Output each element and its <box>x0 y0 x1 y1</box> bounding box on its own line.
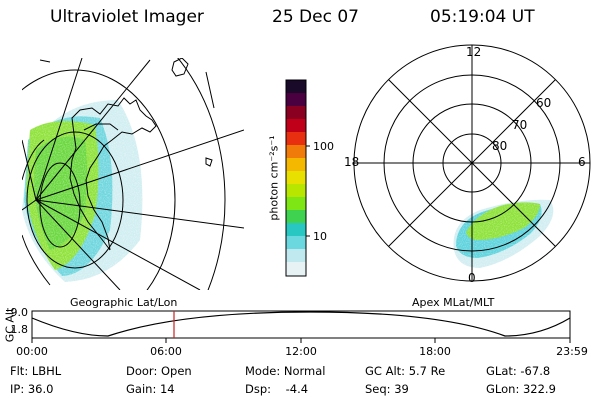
colorbar-band-2 <box>286 106 306 119</box>
polar-map-panel <box>353 44 591 282</box>
colorbar-band-8 <box>286 184 306 197</box>
mlat-label-70: 70 <box>512 118 528 132</box>
info-filter: Flt: LBHL <box>10 364 62 378</box>
info-gc-alt: GC Alt: 5.7 Re <box>365 364 446 378</box>
aurora-polar-emission <box>440 195 570 275</box>
colorbar-tick-100: 100 <box>313 140 334 153</box>
polar-grid <box>353 44 591 282</box>
colorbar <box>285 79 310 277</box>
x-tick-1200: 12:00 <box>285 345 317 358</box>
info-glon: GLon: 322.9 <box>486 382 556 396</box>
colorbar-band-9 <box>286 197 306 210</box>
gc-alt-ytick-low: 1.8 <box>10 323 29 336</box>
time-label: 05:19:04 UT <box>430 7 535 27</box>
x-tick-2359: 23:59 <box>556 345 588 358</box>
colorbar-band-14 <box>286 262 306 276</box>
colorbar-tick-10: 10 <box>313 230 327 243</box>
mlt-label-6: 6 <box>578 155 586 169</box>
x-tick-1800: 18:00 <box>419 345 451 358</box>
colorbar-band-6 <box>286 158 306 171</box>
geographic-map-panel <box>22 58 244 290</box>
app-title: Ultraviolet Imager <box>50 7 204 27</box>
gc-alt-curve <box>31 311 571 337</box>
colorbar-band-1 <box>286 93 306 106</box>
gc-alt-plot <box>31 310 571 343</box>
info-door: Door: Open <box>126 364 192 378</box>
aurora-geo-emission <box>22 58 244 290</box>
colorbar-band-5 <box>286 145 306 158</box>
mlt-label-0: 0 <box>468 271 476 285</box>
info-gain: Gain: 14 <box>126 382 175 396</box>
coastline <box>39 58 215 251</box>
mlt-label-12: 12 <box>466 45 482 59</box>
geo-grid <box>22 58 244 290</box>
colorbar-band-4 <box>286 132 306 145</box>
colorbar-unit-label: photon cm⁻²s⁻¹ <box>267 135 281 221</box>
colorbar-band-7 <box>286 171 306 184</box>
mlat-label-60: 60 <box>536 96 552 110</box>
mlat-label-80: 80 <box>492 139 508 153</box>
x-tick-0000: 00:00 <box>16 345 48 358</box>
x-tick-0600: 06:00 <box>150 345 182 358</box>
mag-panel-label: Apex MLat/MLT <box>412 296 495 309</box>
colorbar-band-0 <box>286 80 306 93</box>
info-glat: GLat: -67.8 <box>486 364 551 378</box>
colorbar-band-3 <box>286 119 306 132</box>
info-mode: Mode: Normal <box>245 364 326 378</box>
info-ip: IP: 36.0 <box>10 382 54 396</box>
colorbar-band-10 <box>286 210 306 223</box>
date-label: 25 Dec 07 <box>272 7 359 27</box>
colorbar-band-11 <box>286 223 306 236</box>
colorbar-band-12 <box>286 236 306 249</box>
info-dsp: Dsp: -4.4 <box>245 382 309 396</box>
info-seq: Seq: 39 <box>365 382 409 396</box>
gc-alt-ytick-high: 9.0 <box>10 306 29 319</box>
geo-panel-label: Geographic Lat/Lon <box>70 296 178 309</box>
colorbar-band-13 <box>286 249 306 262</box>
mlt-label-18: 18 <box>344 155 360 169</box>
